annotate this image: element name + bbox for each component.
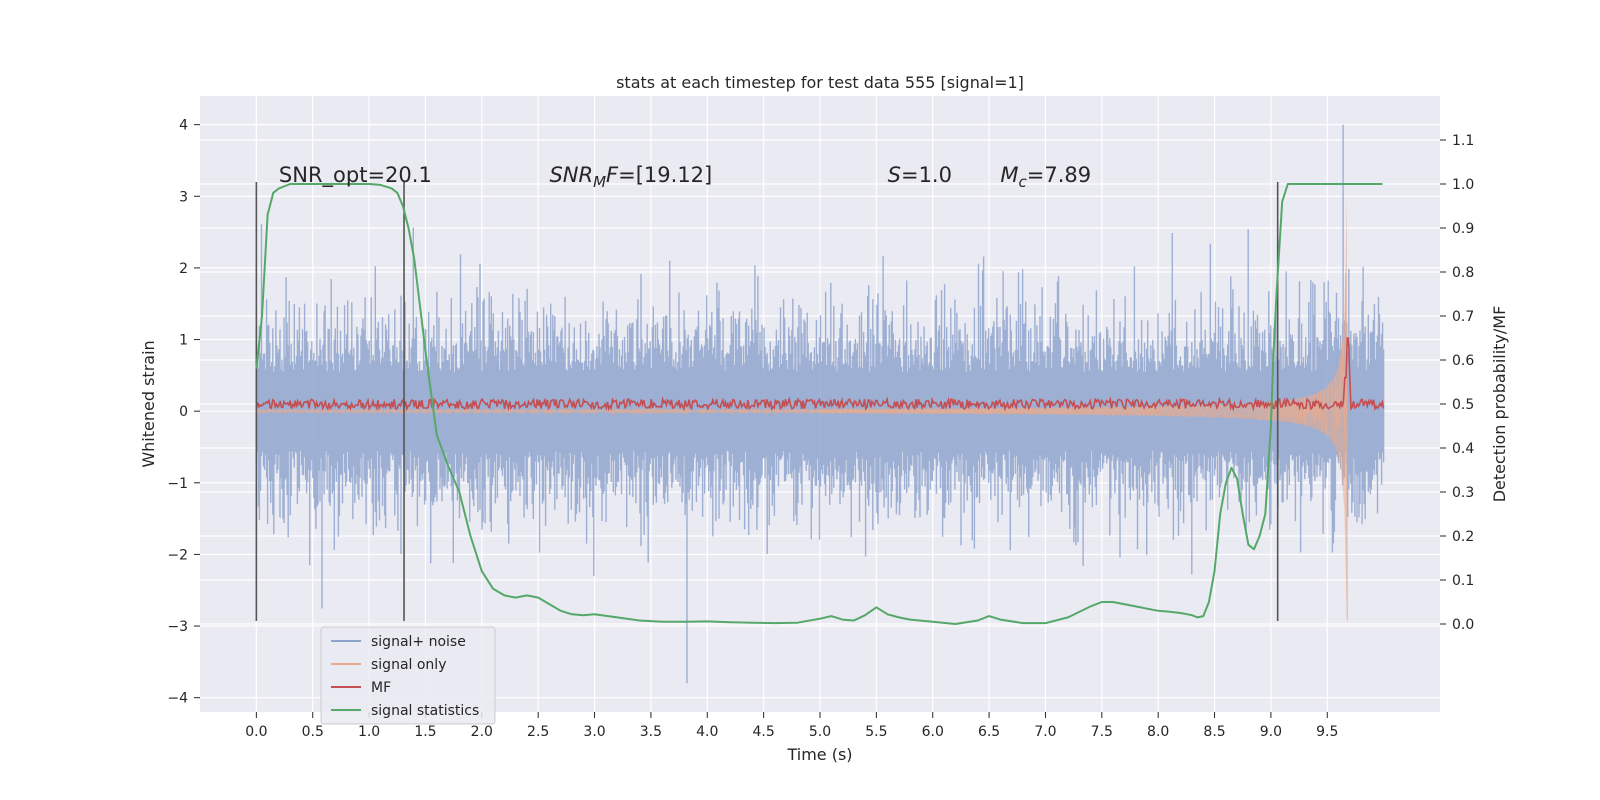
legend-label: signal statistics [371, 703, 479, 719]
y-right-axis-ticks: 0.0 0.1 0.2 0.3 0.4 0.5 0.6 0.7 0.8 0.9 1.0 1.1 [1440, 133, 1474, 633]
annotation-text-part: F [606, 163, 619, 187]
annotation-text-part: SNR_opt=20.1 [279, 163, 432, 188]
legend: signal+ noise signal only MF signal statist… [320, 626, 496, 725]
annotation-s: S=1.0 [888, 163, 952, 187]
y-left-axis-label: Whitened strain [139, 340, 158, 467]
y-left-tick-label: 0 [179, 404, 188, 420]
legend-box [320, 626, 496, 725]
x-tick-label: 0.5 [302, 724, 324, 740]
x-tick-label: 7.0 [1034, 724, 1056, 740]
annotations: SNR_opt=20.1 SNRMF=[19.12] S=1.0 Mc=7.89 [279, 163, 1091, 191]
annotation-text-part: S [888, 163, 901, 187]
x-tick-label: 9.0 [1260, 724, 1282, 740]
y-right-tick-label: 0.0 [1452, 617, 1474, 633]
x-tick-label: 3.5 [640, 724, 662, 740]
x-tick-label: 5.0 [809, 724, 831, 740]
y-left-tick-label: −3 [167, 619, 188, 635]
annotation-snr-mf: SNRMF=[19.12] [549, 163, 712, 191]
x-tick-label: 5.5 [865, 724, 887, 740]
x-tick-label: 8.0 [1147, 724, 1169, 740]
x-tick-label: 8.5 [1203, 724, 1225, 740]
x-tick-label: 6.0 [922, 724, 944, 740]
x-tick-label: 2.5 [527, 724, 549, 740]
y-right-tick-label: 1.1 [1452, 133, 1474, 149]
annotation-text-part: c [1018, 173, 1027, 191]
y-left-tick-label: −1 [167, 476, 188, 492]
x-tick-label: 7.5 [1091, 724, 1113, 740]
x-tick-label: 1.0 [358, 724, 380, 740]
annotation-snr-opt: SNR_opt=20.1 [279, 163, 432, 188]
y-left-tick-label: 1 [179, 333, 188, 349]
annotation-text-part: =7.89 [1027, 163, 1091, 187]
x-tick-label: 6.5 [978, 724, 1000, 740]
annotation-mc: Mc=7.89 [1000, 163, 1091, 191]
y-right-tick-label: 0.9 [1452, 221, 1474, 237]
vertical-markers [255, 181, 1279, 622]
mf-trace [255, 337, 1385, 412]
annotation-text-part: M [1000, 163, 1018, 187]
chart-title: stats at each timestep for test data 555… [616, 73, 1024, 92]
signal-statistics-trace [255, 183, 1383, 625]
series-mf [255, 337, 1385, 412]
y-right-tick-label: 0.7 [1452, 309, 1474, 325]
y-right-tick-label: 0.4 [1452, 441, 1474, 457]
x-tick-label: 4.0 [696, 724, 718, 740]
x-axis-label: Time (s) [786, 745, 852, 764]
annotation-text-part: =1.0 [901, 163, 952, 187]
x-tick-label: 9.5 [1316, 724, 1338, 740]
legend-label: MF [371, 680, 391, 696]
y-left-tick-label: −2 [167, 547, 188, 563]
y-right-tick-label: 1.0 [1452, 177, 1474, 193]
y-left-tick-label: 4 [179, 118, 188, 134]
x-tick-label: 1.5 [414, 724, 436, 740]
y-left-tick-label: 3 [179, 189, 188, 205]
y-right-tick-label: 0.3 [1452, 485, 1474, 501]
y-right-tick-label: 0.8 [1452, 265, 1474, 281]
signal-only-envelope [820, 196, 1347, 627]
x-tick-label: 4.5 [753, 724, 775, 740]
y-left-tick-label: 2 [179, 261, 188, 277]
x-tick-label: 2.0 [471, 724, 493, 740]
y-right-tick-label: 0.5 [1452, 397, 1474, 413]
annotation-text-part: SNR [549, 163, 593, 187]
y-right-tick-label: 0.2 [1452, 529, 1474, 545]
x-tick-label: 3.0 [583, 724, 605, 740]
legend-label: signal+ noise [371, 634, 466, 650]
y-right-tick-label: 0.6 [1452, 353, 1474, 369]
y-right-axis-label: Detection probability/MF [1490, 306, 1509, 503]
y-left-axis-ticks: −4 −3 −2 −1 0 1 2 3 4 [167, 118, 200, 707]
x-axis-ticks: 0.0 0.5 1.0 1.5 2.0 2.5 3.0 3.5 4.0 4.5 5.0 5.5 6.0 6… [245, 712, 1338, 740]
series-signal-statistics [255, 183, 1383, 625]
y-right-tick-label: 0.1 [1452, 573, 1474, 589]
annotation-text-part: =[19.12] [618, 163, 712, 187]
annotation-text-part: M [593, 173, 606, 191]
series-signal-only [255, 196, 1348, 627]
x-tick-label: 0.0 [245, 724, 267, 740]
y-left-tick-label: −4 [167, 691, 188, 707]
legend-label: signal only [371, 657, 446, 673]
